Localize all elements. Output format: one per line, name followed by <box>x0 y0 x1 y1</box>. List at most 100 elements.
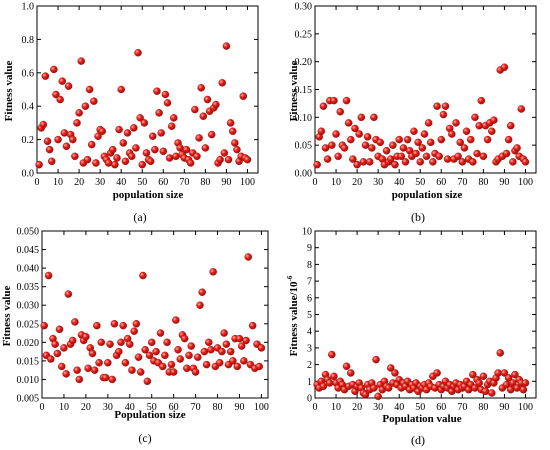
data-point <box>473 149 481 158</box>
data-point <box>319 382 328 391</box>
data-point <box>172 152 180 161</box>
data-point <box>233 362 242 371</box>
data-point <box>40 321 48 330</box>
data-point <box>68 336 77 345</box>
data-point <box>170 114 178 122</box>
data-point <box>437 135 446 144</box>
data-point <box>471 113 479 122</box>
data-point <box>416 158 424 166</box>
data-point <box>235 334 244 343</box>
data-point <box>51 340 59 348</box>
data-point <box>504 135 513 144</box>
data-point <box>54 135 62 144</box>
data-point <box>158 362 167 371</box>
x-axis-label: Population size <box>114 409 185 421</box>
data-point <box>462 127 471 136</box>
x-tick-label: 70 <box>179 177 189 188</box>
x-tick-label: 30 <box>373 177 383 188</box>
data-point <box>220 149 229 157</box>
y-axis-label-exponent: -6 <box>286 275 294 281</box>
data-point <box>427 138 435 147</box>
x-axis-label: population size <box>392 189 463 201</box>
data-point <box>363 133 372 141</box>
data-point <box>357 113 366 122</box>
data-point <box>374 392 382 401</box>
data-point <box>340 144 349 152</box>
x-tick-label: 0 <box>35 177 40 188</box>
data-point <box>151 145 159 154</box>
data-point <box>220 329 228 337</box>
data-point <box>216 155 224 164</box>
data-point <box>441 102 450 110</box>
data-point <box>115 125 123 134</box>
data-point <box>401 158 410 166</box>
panel-label: (b) <box>411 210 425 224</box>
data-point <box>138 160 146 169</box>
data-point <box>218 347 226 356</box>
y-tick-label: 0.025 <box>17 319 40 330</box>
data-point <box>73 366 81 374</box>
data-point <box>215 358 224 367</box>
data-point <box>126 340 134 348</box>
data-point <box>328 350 336 359</box>
y-tick-label: 0.00 <box>295 169 313 180</box>
data-point <box>467 135 475 144</box>
data-point <box>488 127 496 136</box>
data-point <box>317 127 326 136</box>
data-point <box>376 138 384 147</box>
data-point <box>156 329 165 337</box>
y-tick-label: 9 <box>307 243 312 254</box>
x-tick-label: 80 <box>478 402 488 413</box>
y-axis-label: Fitness value <box>1 285 13 346</box>
data-point <box>410 127 418 136</box>
y-tick-label: 0.30 <box>295 2 313 13</box>
data-point <box>58 77 67 85</box>
data-point <box>119 139 128 147</box>
data-point <box>145 351 154 360</box>
data-point <box>504 374 513 382</box>
x-tick-label: 100 <box>254 402 269 413</box>
x-tick-label: 100 <box>518 402 533 413</box>
data-point <box>93 321 101 330</box>
data-point <box>458 158 467 166</box>
panel-c: Fitness value Population size (c) 0 10 20 3… <box>1 227 269 446</box>
data-point <box>75 375 84 384</box>
data-point <box>196 301 204 309</box>
data-point <box>197 84 205 92</box>
data-point <box>389 141 397 149</box>
x-tick-label: 0 <box>313 402 318 413</box>
data-point <box>313 160 321 169</box>
data-point <box>97 338 105 347</box>
data-point <box>519 385 528 394</box>
data-point <box>521 379 530 387</box>
data-point <box>95 358 103 367</box>
data-point <box>106 340 114 348</box>
data-point <box>199 112 208 120</box>
data-point <box>511 370 519 379</box>
data-point <box>35 160 43 169</box>
data-point <box>41 72 50 80</box>
data-point <box>242 336 250 345</box>
x-tick-label: 70 <box>457 402 467 413</box>
data-point <box>163 99 172 107</box>
data-point <box>186 159 195 167</box>
data-point <box>141 346 149 354</box>
data-point <box>454 152 462 161</box>
x-tick-label: 80 <box>213 402 223 413</box>
data-point <box>136 114 144 122</box>
x-tick-label: 10 <box>331 177 341 188</box>
data-point <box>71 152 79 161</box>
x-tick-label: 30 <box>95 177 105 188</box>
data-point <box>452 119 460 127</box>
data-point <box>119 321 127 330</box>
data-point <box>60 344 68 352</box>
data-point <box>506 385 515 394</box>
y-tick-label: 0.05 <box>295 141 313 152</box>
data-point <box>233 145 241 154</box>
data-point <box>422 152 431 161</box>
data-point <box>183 364 191 373</box>
y-tick-label: 0.8 <box>22 35 35 46</box>
data-point <box>212 100 220 109</box>
data-point <box>104 159 113 167</box>
x-tick-label: 80 <box>478 177 488 188</box>
